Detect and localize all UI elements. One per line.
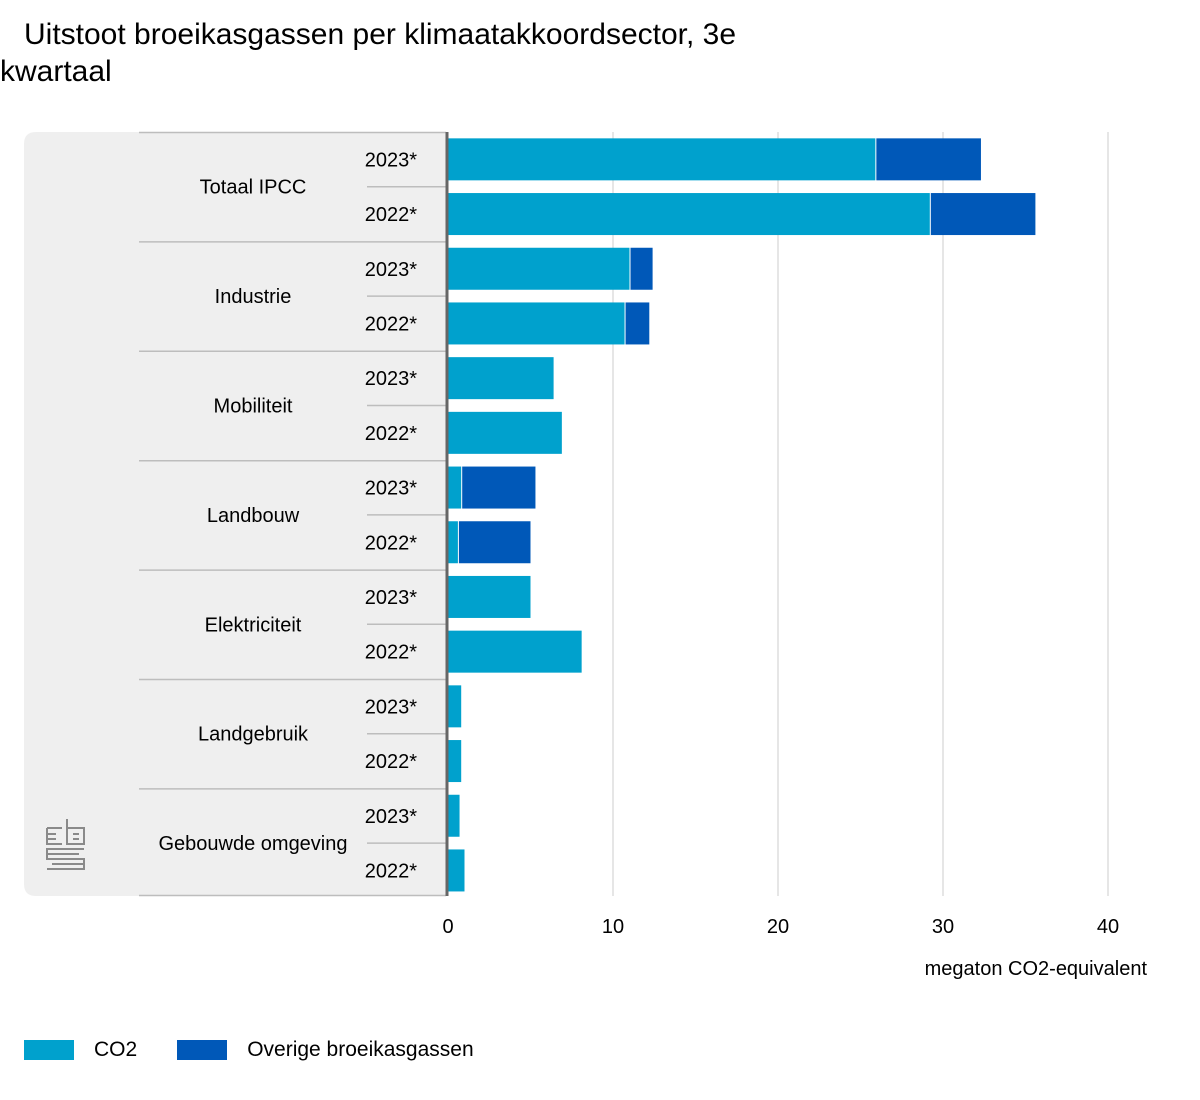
- x-tick-label: 40: [1097, 916, 1119, 938]
- bar-segment: [930, 193, 1036, 236]
- year-label: 2023*: [365, 696, 417, 718]
- legend-label-co2: CO2: [94, 1038, 138, 1061]
- cbs-logo-icon: [46, 819, 85, 870]
- logo-stroke: [47, 853, 84, 865]
- bar-chart: Totaal IPCC 2023* 2022* Industrie 2023* 2022*…: [24, 131, 1148, 980]
- bar-segment: [630, 247, 653, 290]
- year-label: 2022*: [365, 532, 417, 554]
- category-panel: [24, 132, 446, 896]
- x-axis-title: megaton CO2-equivalent: [925, 958, 1148, 980]
- logo-stroke: [66, 819, 85, 845]
- x-tick-label: 20: [767, 916, 789, 938]
- bar-segment: [448, 466, 462, 509]
- bar-segment: [458, 521, 531, 564]
- group-label: Landgebruik: [198, 724, 309, 746]
- year-label: 2023*: [365, 259, 417, 281]
- group-label: Elektriciteit: [205, 614, 302, 636]
- year-label: 2023*: [365, 149, 417, 171]
- legend-label-other: Overige broeikasgassen: [247, 1038, 474, 1061]
- bar-segment: [448, 849, 465, 892]
- legend-swatch-co2: [24, 1040, 74, 1060]
- year-label: 2022*: [365, 204, 417, 226]
- bar-segment: [448, 193, 930, 236]
- group-label: Industrie: [215, 286, 292, 308]
- chart-title: Uitstoot broeikasgassen per klimaatakkoo…: [0, 16, 860, 90]
- group-label: Gebouwde omgeving: [158, 833, 347, 855]
- x-tick-label: 30: [932, 916, 954, 938]
- year-label: 2022*: [365, 860, 417, 882]
- group-label: Totaal IPCC: [200, 177, 307, 199]
- bar-segment: [625, 302, 650, 345]
- year-label: 2022*: [365, 313, 417, 335]
- bar-segment: [448, 247, 630, 290]
- bar-segment: [448, 302, 625, 345]
- legend-swatch-other: [177, 1040, 228, 1060]
- legend-item-other[interactable]: Overige broeikasgassen: [177, 1038, 474, 1062]
- x-tick-label: 0: [442, 916, 453, 938]
- bar-segment: [448, 575, 531, 618]
- year-label: 2023*: [365, 587, 417, 609]
- year-label: 2022*: [365, 751, 417, 773]
- bar-segment: [448, 685, 462, 728]
- bar-segment: [448, 138, 876, 181]
- legend-item-co2[interactable]: CO2: [24, 1038, 137, 1062]
- bar-segment: [448, 740, 462, 783]
- year-label: 2023*: [365, 368, 417, 390]
- bar-segment: [448, 521, 458, 564]
- bar-segment: [448, 794, 460, 837]
- group-label: Mobiliteit: [214, 396, 293, 418]
- x-tick-label: 10: [602, 916, 624, 938]
- logo-stroke: [73, 833, 79, 840]
- bar-segment: [448, 357, 554, 400]
- bar-segment: [448, 411, 562, 454]
- title-line-2: kwartaal: [0, 55, 112, 88]
- legend: CO2 Overige broeikasgassen: [24, 1038, 514, 1062]
- year-label: 2022*: [365, 642, 417, 664]
- bar-segment: [876, 138, 981, 181]
- year-label: 2023*: [365, 806, 417, 828]
- year-label: 2023*: [365, 478, 417, 500]
- year-label: 2022*: [365, 423, 417, 445]
- bar-segment: [448, 630, 582, 673]
- logo-stroke: [47, 833, 56, 840]
- logo-stroke: [46, 848, 85, 870]
- title-line-1: Uitstoot broeikasgassen per klimaatakkoo…: [24, 18, 737, 51]
- group-label: Landbouw: [207, 505, 300, 527]
- bar-segment: [462, 466, 536, 509]
